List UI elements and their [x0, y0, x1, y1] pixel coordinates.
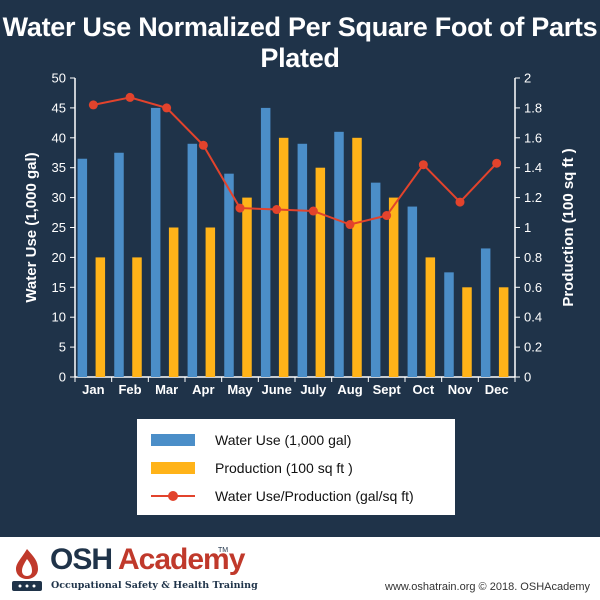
- footer: OSH Academy TM Occupational Safety & Hea…: [0, 537, 600, 600]
- y-tick-label-left: 5: [59, 340, 66, 355]
- legend-swatch-ratio: [151, 490, 195, 502]
- bar-water-use: [407, 206, 418, 377]
- legend-item-production: Production (100 sq ft ): [151, 457, 353, 479]
- y-tick-label-right: 0: [524, 370, 531, 385]
- bar-production: [388, 197, 399, 377]
- legend-swatch-production: [151, 462, 195, 474]
- bar-production: [498, 287, 509, 377]
- x-tick-label: July: [300, 382, 327, 397]
- line-point-water-use-per-production: [308, 206, 318, 216]
- line-point-water-use-per-production: [345, 220, 355, 230]
- y-tick-label-right: 1.8: [524, 100, 542, 115]
- line-point-water-use-per-production: [235, 203, 245, 213]
- y-axis-title-right: Production (100 sq ft ): [560, 148, 577, 306]
- y-tick-label-right: 0.2: [524, 340, 542, 355]
- legend-swatch-water-use: [151, 434, 195, 446]
- y-tick-label-left: 30: [52, 190, 66, 205]
- x-tick-label: Oct: [412, 382, 434, 397]
- line-point-water-use-per-production: [492, 158, 502, 168]
- y-tick-label-left: 50: [52, 71, 66, 86]
- bar-production: [205, 227, 216, 377]
- legend-item-ratio: Water Use/Production (gal/sq ft): [151, 485, 414, 507]
- x-tick-label: May: [227, 382, 253, 397]
- x-tick-label: Apr: [192, 382, 214, 397]
- y-tick-label-left: 45: [52, 100, 66, 115]
- copyright-text: www.oshatrain.org © 2018. OSHAcademy: [385, 581, 590, 593]
- bar-production: [352, 137, 362, 377]
- bar-production: [462, 287, 472, 377]
- y-tick-label-left: 15: [52, 280, 66, 295]
- line-point-water-use-per-production: [455, 197, 465, 207]
- y-tick-label-right: 0.4: [524, 310, 542, 325]
- line-point-water-use-per-production: [88, 100, 98, 110]
- legend-label-water-use: Water Use (1,000 gal): [215, 432, 352, 448]
- bar-water-use: [224, 173, 234, 377]
- bar-production: [242, 197, 252, 377]
- bar-water-use: [114, 152, 124, 377]
- legend-label-production: Production (100 sq ft ): [215, 460, 353, 476]
- bar-production: [278, 137, 289, 377]
- line-point-water-use-per-production: [272, 205, 282, 215]
- line-point-water-use-per-production: [198, 140, 208, 150]
- plot-area: 0 5 10 15 20 25 30 35 40 45 50 0 0.2 0.4 0.6 0.8 1 1.2 1.4…: [23, 71, 577, 398]
- bar-water-use: [370, 182, 381, 377]
- x-tick-label: Aug: [337, 382, 362, 397]
- chart-svg: 0 5 10 15 20 25 30 35 40 45 50 0 0.2 0.4 0.6 0.8 1 1.2 1.4…: [23, 71, 577, 398]
- y-tick-label-left: 40: [52, 130, 66, 145]
- bar-water-use: [150, 107, 161, 378]
- y-tick-label-right: 1: [524, 220, 531, 235]
- bar-water-use: [297, 143, 308, 377]
- y-tick-label-left: 20: [52, 250, 66, 265]
- logo-text-osh: OSH: [50, 543, 113, 576]
- y-tick-label-right: 2: [524, 71, 531, 86]
- bar-production: [315, 167, 326, 377]
- bar-production: [95, 257, 106, 377]
- x-tick-label: Mar: [155, 382, 178, 397]
- line-point-water-use-per-production: [125, 92, 135, 102]
- y-tick-label-left: 35: [52, 160, 66, 175]
- y-tick-label-right: 1.2: [524, 190, 542, 205]
- line-point-water-use-per-production: [418, 160, 428, 170]
- logo-trademark: TM: [218, 547, 229, 554]
- bar-production: [132, 257, 142, 377]
- logo-tagline: Occupational Safety & Health Training: [51, 580, 258, 591]
- bar-production: [425, 257, 436, 377]
- chart-title: Water Use Normalized Per Square Foot of …: [2, 12, 598, 73]
- x-tick-label: Dec: [485, 382, 509, 397]
- bar-production: [168, 227, 179, 377]
- oshacademy-logo[interactable]: OSH Academy TM Occupational Safety & Hea…: [8, 543, 258, 597]
- x-tick-label: Jan: [82, 382, 104, 397]
- y-tick-label-left: 25: [52, 220, 66, 235]
- x-tick-label: June: [261, 382, 291, 397]
- y-axis-title-left: Water Use (1,000 gal): [23, 152, 40, 302]
- y-tick-label-right: 0.8: [524, 250, 542, 265]
- line-point-water-use-per-production: [382, 211, 392, 221]
- chart-legend: Water Use (1,000 gal) Production (100 sq…: [135, 417, 457, 517]
- bar-water-use: [480, 248, 491, 377]
- y-tick-label-left: 10: [52, 310, 66, 325]
- y-tick-label-right: 1.6: [524, 130, 542, 145]
- x-tick-label: Nov: [448, 382, 473, 397]
- legend-item-water-use: Water Use (1,000 gal): [151, 429, 351, 451]
- y-tick-label-right: 0.6: [524, 280, 542, 295]
- bar-water-use: [444, 272, 454, 377]
- y-tick-label-right: 1.4: [524, 160, 542, 175]
- y-tick-label-left: 0: [59, 370, 66, 385]
- bar-water-use: [77, 158, 88, 377]
- bar-water-use: [187, 143, 198, 377]
- bar-water-use: [260, 107, 271, 378]
- legend-label-ratio: Water Use/Production (gal/sq ft): [215, 488, 414, 504]
- line-water-use-per-production: [93, 96, 498, 226]
- bar-water-use: [334, 131, 344, 377]
- logo-text-academy: Academy: [118, 543, 245, 576]
- logo-emblem-icon: [12, 549, 42, 591]
- line-point-water-use-per-production: [162, 103, 172, 113]
- x-tick-label: Sept: [373, 382, 402, 397]
- x-tick-label: Feb: [118, 382, 141, 397]
